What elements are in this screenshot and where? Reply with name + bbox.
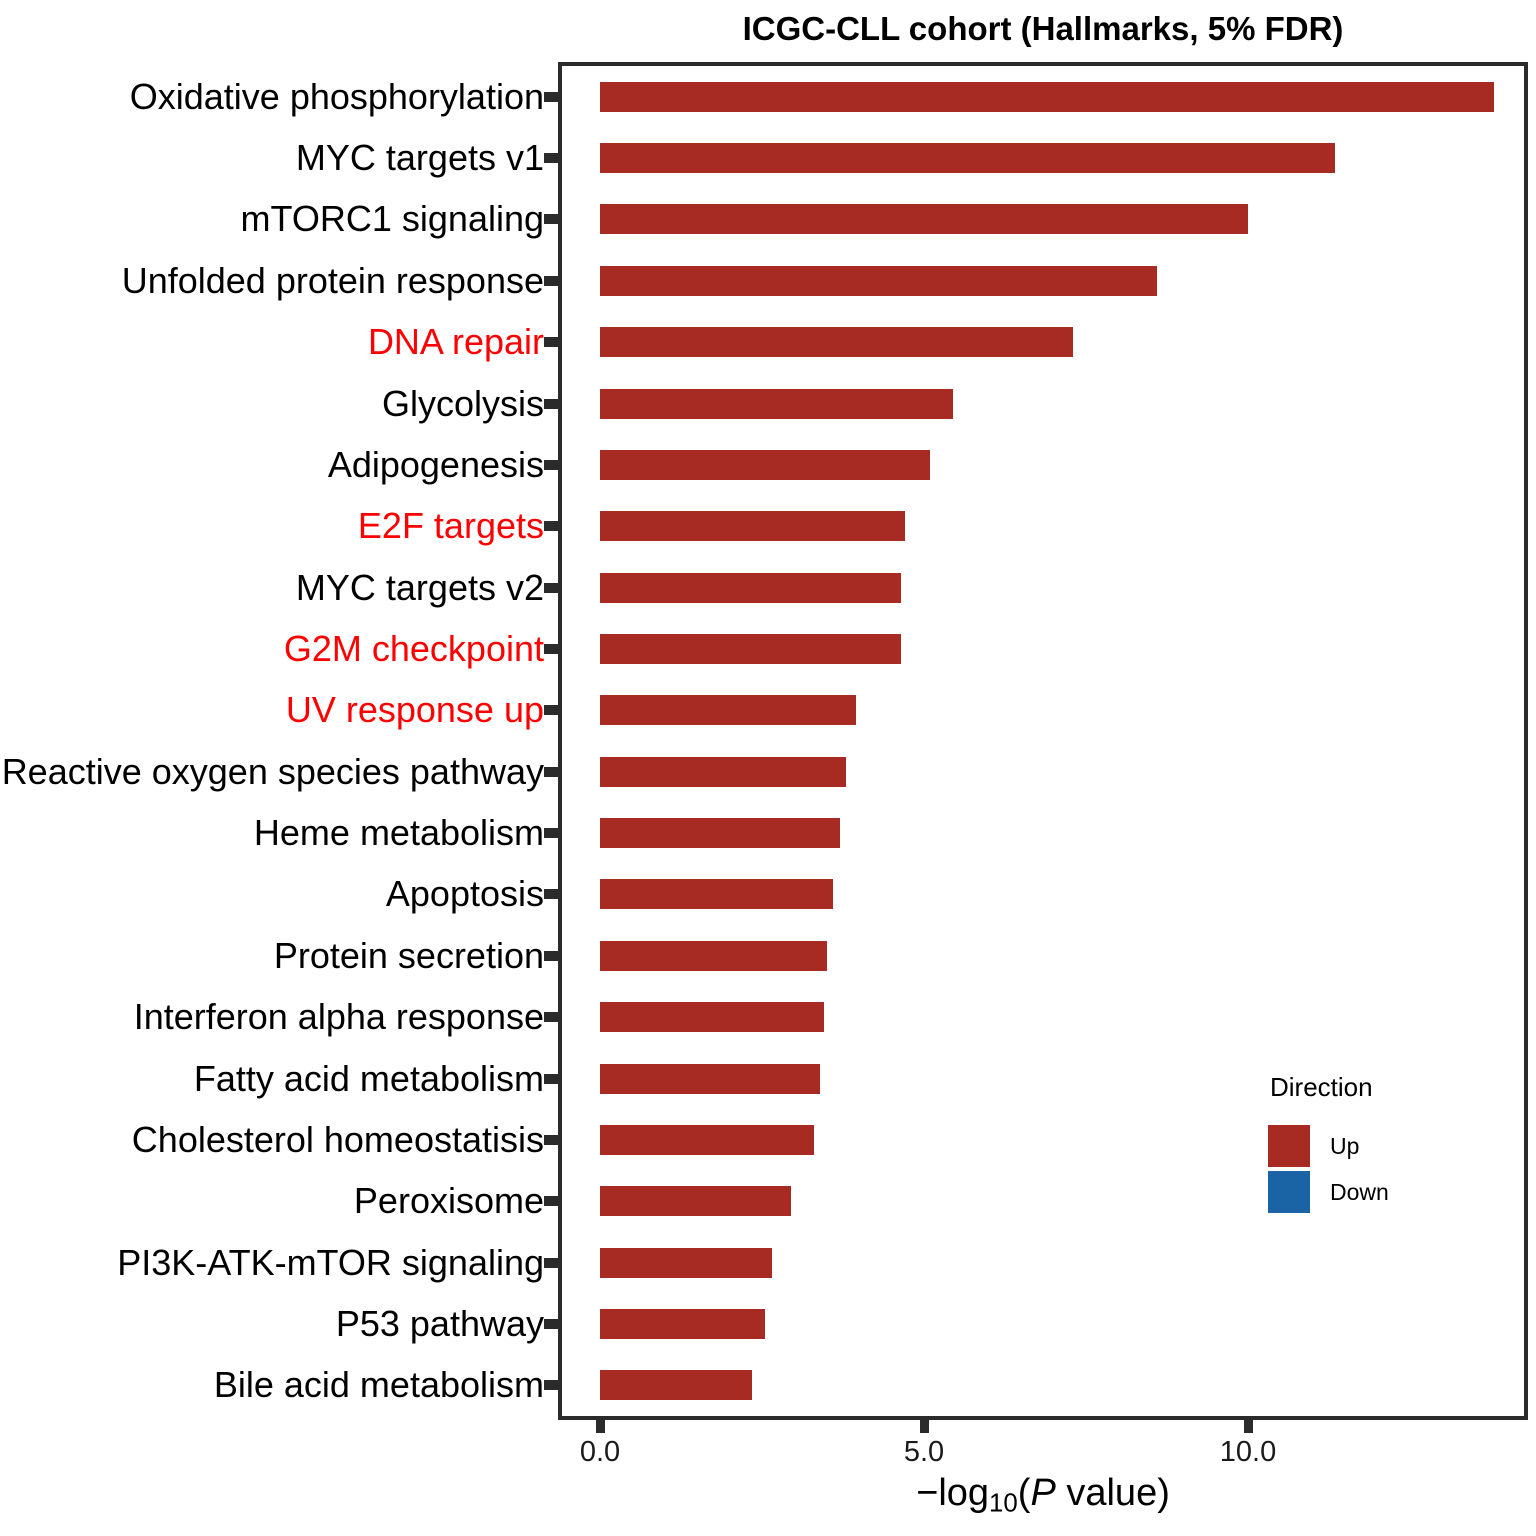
- x-axis-title: −log10(P value): [558, 1472, 1528, 1518]
- legend-label-up: Up: [1330, 1132, 1360, 1159]
- y-axis-tick: [544, 1073, 558, 1084]
- category-label: MYC targets v2: [295, 566, 544, 608]
- category-label: Adipogenesis: [327, 443, 544, 485]
- y-axis-tick: [544, 705, 558, 716]
- x-axis-tick: [919, 1420, 929, 1433]
- pathway-bar: [600, 327, 1074, 358]
- category-label: Bile acid metabolism: [213, 1364, 544, 1406]
- y-axis-tick: [544, 521, 558, 532]
- legend-item-up: Up: [1268, 1125, 1389, 1167]
- x-axis-tick: [595, 1420, 605, 1433]
- legend-swatch-down: [1268, 1171, 1310, 1213]
- y-axis-tick: [544, 1012, 558, 1023]
- y-axis-tick: [544, 214, 558, 225]
- category-label: Peroxisome: [353, 1180, 544, 1222]
- pathway-bar: [600, 818, 840, 849]
- pathway-bar: [600, 879, 834, 910]
- category-label: Protein secretion: [273, 934, 544, 976]
- x-axis-tick-label: 0.0: [579, 1436, 621, 1468]
- pathway-bar: [600, 756, 847, 787]
- y-axis-tick: [544, 398, 558, 409]
- category-label: E2F targets: [357, 505, 544, 547]
- y-axis-tick: [544, 643, 558, 654]
- x-axis-tick-label: 5.0: [903, 1436, 945, 1468]
- legend-title: Direction: [1270, 1072, 1373, 1102]
- category-label: UV response up: [285, 689, 544, 731]
- x-axis-title-paren: (: [1017, 1472, 1031, 1514]
- category-label: P53 pathway: [335, 1302, 544, 1344]
- x-axis-title-prefix: −log: [916, 1472, 990, 1514]
- pathway-bar: [600, 265, 1158, 296]
- legend-item-down: Down: [1268, 1171, 1389, 1213]
- y-axis-tick: [544, 1196, 558, 1207]
- legend: Direction Up Down: [1268, 1072, 1389, 1217]
- x-axis-tick: [1243, 1420, 1253, 1433]
- y-axis-tick: [544, 337, 558, 348]
- pathway-bar: [600, 940, 827, 971]
- legend-label-down: Down: [1330, 1178, 1389, 1205]
- pathway-bar: [600, 449, 931, 480]
- pathway-bar: [600, 695, 856, 726]
- x-axis-title-subscript: 10: [989, 1489, 1018, 1518]
- y-axis-tick: [544, 459, 558, 470]
- x-axis-title-rest: value): [1055, 1472, 1170, 1514]
- pathway-bar: [600, 572, 902, 603]
- y-axis-tick: [544, 828, 558, 839]
- y-axis-tick: [544, 766, 558, 777]
- pathway-bar: [600, 1063, 821, 1094]
- category-label: Interferon alpha response: [133, 996, 544, 1038]
- pathway-bar: [600, 1002, 824, 1033]
- y-axis-tick: [544, 1134, 558, 1145]
- pathway-bar: [600, 1370, 753, 1401]
- chart-title: ICGC-CLL cohort (Hallmarks, 5% FDR): [742, 10, 1344, 47]
- y-axis-tick: [544, 950, 558, 961]
- y-axis-tick: [544, 275, 558, 286]
- pathway-bar: [600, 511, 905, 542]
- category-label: MYC targets v1: [295, 137, 544, 179]
- category-label: PI3K-ATK-mTOR signaling: [117, 1241, 544, 1283]
- pathway-bar: [600, 143, 1336, 174]
- category-label: Unfolded protein response: [121, 259, 544, 301]
- pathway-bar: [600, 81, 1495, 112]
- y-axis-tick: [544, 1257, 558, 1268]
- y-axis-tick: [544, 1318, 558, 1329]
- pathway-bar: [600, 1124, 814, 1155]
- x-axis-tick-label: 10.0: [1219, 1436, 1277, 1468]
- pathway-bar: [600, 633, 902, 664]
- category-label: mTORC1 signaling: [240, 198, 544, 240]
- pathway-bar: [600, 388, 954, 419]
- x-axis-title-pvalue-symbol: P: [1030, 1472, 1056, 1514]
- y-axis-tick: [544, 91, 558, 102]
- category-label: Heme metabolism: [253, 812, 544, 854]
- pathway-bar: [600, 1186, 792, 1217]
- y-axis-tick: [544, 1380, 558, 1391]
- category-label: DNA repair: [367, 321, 544, 363]
- y-axis-tick: [544, 582, 558, 593]
- y-axis-tick: [544, 153, 558, 164]
- category-label: Apoptosis: [385, 873, 544, 915]
- y-axis-tick: [544, 889, 558, 900]
- legend-swatch-up: [1268, 1125, 1310, 1167]
- category-label: Glycolysis: [381, 382, 544, 424]
- category-label: Cholesterol homeostatisis: [131, 1118, 544, 1160]
- category-label: Reactive oxygen species pathway: [1, 750, 544, 792]
- pathway-bar: [600, 1247, 772, 1278]
- pathway-bar: [600, 204, 1248, 235]
- category-label: Fatty acid metabolism: [193, 1057, 544, 1099]
- pathway-bar: [600, 1308, 766, 1339]
- category-label: G2M checkpoint: [283, 627, 544, 669]
- category-label: Oxidative phosphorylation: [129, 75, 544, 117]
